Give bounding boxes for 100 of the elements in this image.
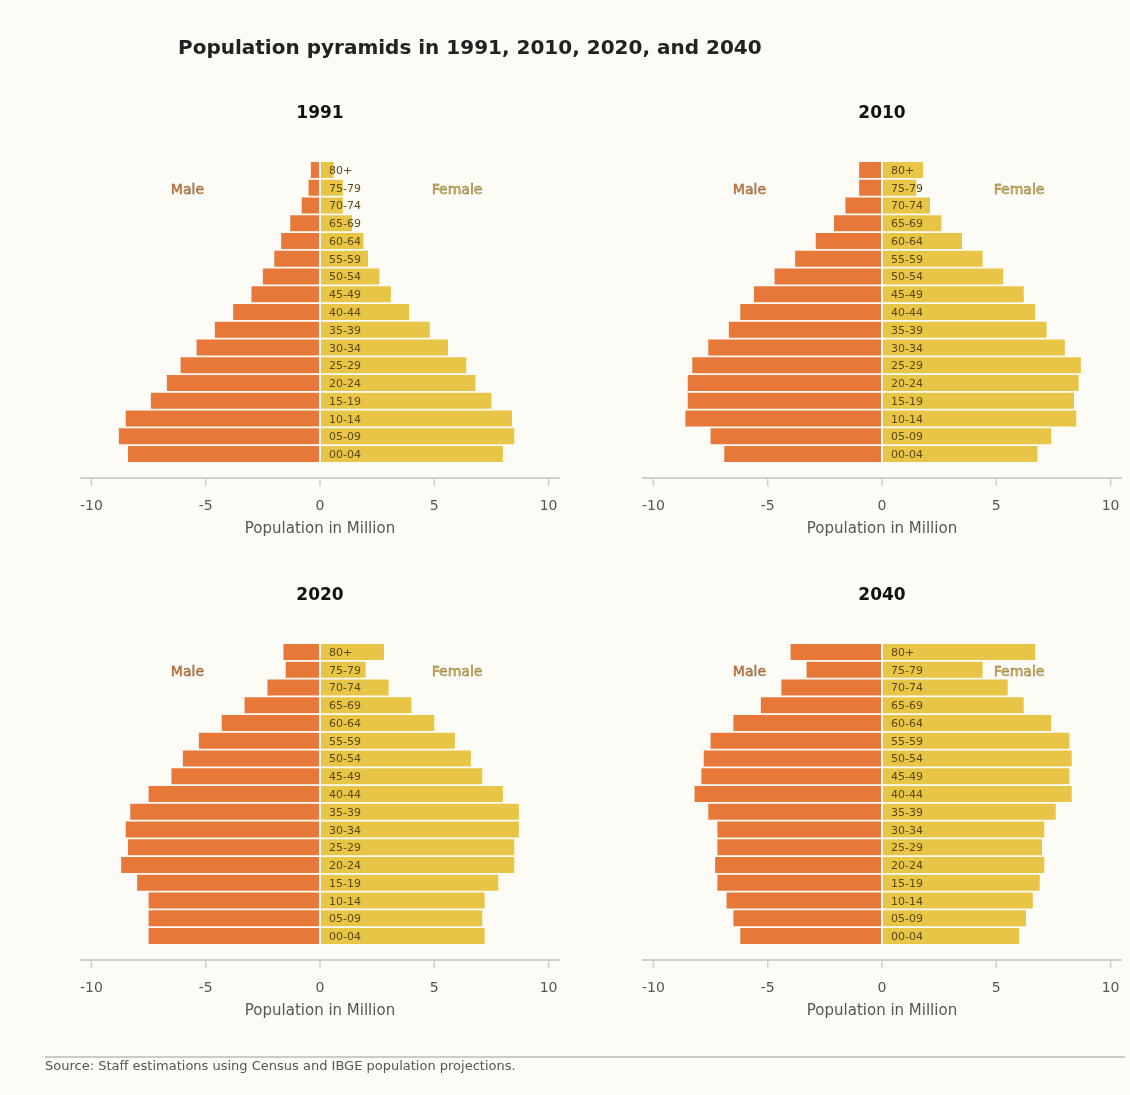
y-tick-label: 60-64 xyxy=(329,716,361,730)
bar xyxy=(715,857,881,873)
bar xyxy=(883,375,1079,391)
bar xyxy=(321,715,435,731)
bar xyxy=(180,357,319,374)
bar xyxy=(321,874,499,891)
x-axis-title: Population in Million xyxy=(806,519,958,537)
bar xyxy=(687,392,881,409)
bar xyxy=(321,446,503,462)
x-tick-label: -5 xyxy=(198,979,213,995)
bar xyxy=(128,839,319,856)
text: Male xyxy=(732,181,767,197)
y-tick-label: 10-14 xyxy=(891,412,923,426)
y-tick-label: 50-54 xyxy=(329,752,361,766)
bar xyxy=(883,768,1070,785)
bar xyxy=(694,786,881,802)
y-tick-label: 30-34 xyxy=(329,341,361,355)
bar xyxy=(321,892,485,909)
y-tick-label: 15-19 xyxy=(891,394,923,408)
y-tick-label: 75-79 xyxy=(329,663,361,677)
y-tick-label: 45-49 xyxy=(891,770,923,784)
bar xyxy=(859,179,881,196)
y-tick-label: 35-39 xyxy=(891,805,923,819)
bar xyxy=(708,339,881,356)
bar xyxy=(148,910,319,927)
y-tick-label: 00-04 xyxy=(329,448,361,462)
source-note: Source: Staff estimations using Census and IBGE population projections. xyxy=(45,1058,516,1073)
y-tick-label: 40-44 xyxy=(891,788,923,801)
y-tick-label: 30-34 xyxy=(329,823,361,837)
x-tick-label: -10 xyxy=(79,497,103,513)
y-tick-label: 00-04 xyxy=(891,930,923,944)
series-label: Female xyxy=(993,663,1045,679)
y-tick-label: 05-09 xyxy=(329,430,361,444)
y-tick-label: 50-54 xyxy=(891,752,923,766)
y-tick-label: 25-29 xyxy=(329,359,361,373)
bar xyxy=(710,732,881,749)
y-tick-label: 75-79 xyxy=(891,663,923,677)
bar xyxy=(148,892,319,909)
bar xyxy=(781,679,881,696)
bar xyxy=(883,392,1074,409)
y-tick-label: 05-09 xyxy=(891,430,923,444)
bar xyxy=(883,250,983,267)
bar xyxy=(708,803,881,820)
bar xyxy=(883,446,1038,462)
bar xyxy=(321,821,519,838)
y-tick-label: 20-24 xyxy=(891,377,923,391)
bar xyxy=(733,910,881,927)
y-tick-label: 30-34 xyxy=(891,341,923,355)
bar xyxy=(274,250,319,267)
x-tick-label: 0 xyxy=(315,497,325,513)
bar xyxy=(221,715,319,731)
bar xyxy=(710,428,881,445)
bar xyxy=(701,768,881,785)
y-tick-label: 10-14 xyxy=(891,894,923,908)
text: Female xyxy=(431,181,483,197)
bar xyxy=(717,839,881,856)
y-tick-label: 70-74 xyxy=(891,199,923,213)
y-tick-label: 50-54 xyxy=(329,270,361,284)
y-tick-label: 60-64 xyxy=(891,716,923,730)
bar xyxy=(795,250,881,267)
x-tick-label: -10 xyxy=(641,979,665,995)
x-axis-title: Population in Million xyxy=(244,1001,396,1019)
bar xyxy=(121,857,319,873)
x-tick-label: 10 xyxy=(539,497,558,513)
y-tick-label: 15-19 xyxy=(891,876,923,890)
x-tick-label: -5 xyxy=(760,979,775,995)
bar xyxy=(687,375,881,391)
y-tick-label: 05-09 xyxy=(329,912,361,926)
bar xyxy=(301,197,319,214)
text: Male xyxy=(170,181,205,197)
bar xyxy=(148,786,319,802)
y-tick-label: 25-29 xyxy=(891,841,923,855)
bar xyxy=(262,268,319,285)
bar xyxy=(182,750,319,767)
bar xyxy=(883,874,1040,891)
bar xyxy=(267,679,319,696)
bar xyxy=(883,286,1024,303)
x-tick-label: 0 xyxy=(877,497,887,513)
y-tick-label: 05-09 xyxy=(891,912,923,926)
y-tick-label: 55-59 xyxy=(329,252,361,266)
bar xyxy=(125,821,319,838)
bar xyxy=(137,874,319,891)
y-tick-label: 40-44 xyxy=(329,306,361,319)
bar xyxy=(198,732,319,749)
y-tick-label: 80+ xyxy=(891,163,915,177)
bar xyxy=(724,446,881,462)
y-tick-label: 25-29 xyxy=(891,359,923,373)
bar xyxy=(883,644,1036,660)
chart-title: 2020 xyxy=(296,584,344,604)
bar xyxy=(883,857,1045,873)
y-tick-label: 10-14 xyxy=(329,412,361,426)
bar xyxy=(321,732,455,749)
x-tick-label: 10 xyxy=(1101,979,1120,995)
chart-title: 1991 xyxy=(296,102,344,122)
bar xyxy=(845,197,881,214)
x-tick-label: 5 xyxy=(429,497,439,513)
bar xyxy=(883,410,1077,427)
bar xyxy=(883,910,1026,927)
bar xyxy=(130,803,319,820)
bar xyxy=(703,750,881,767)
